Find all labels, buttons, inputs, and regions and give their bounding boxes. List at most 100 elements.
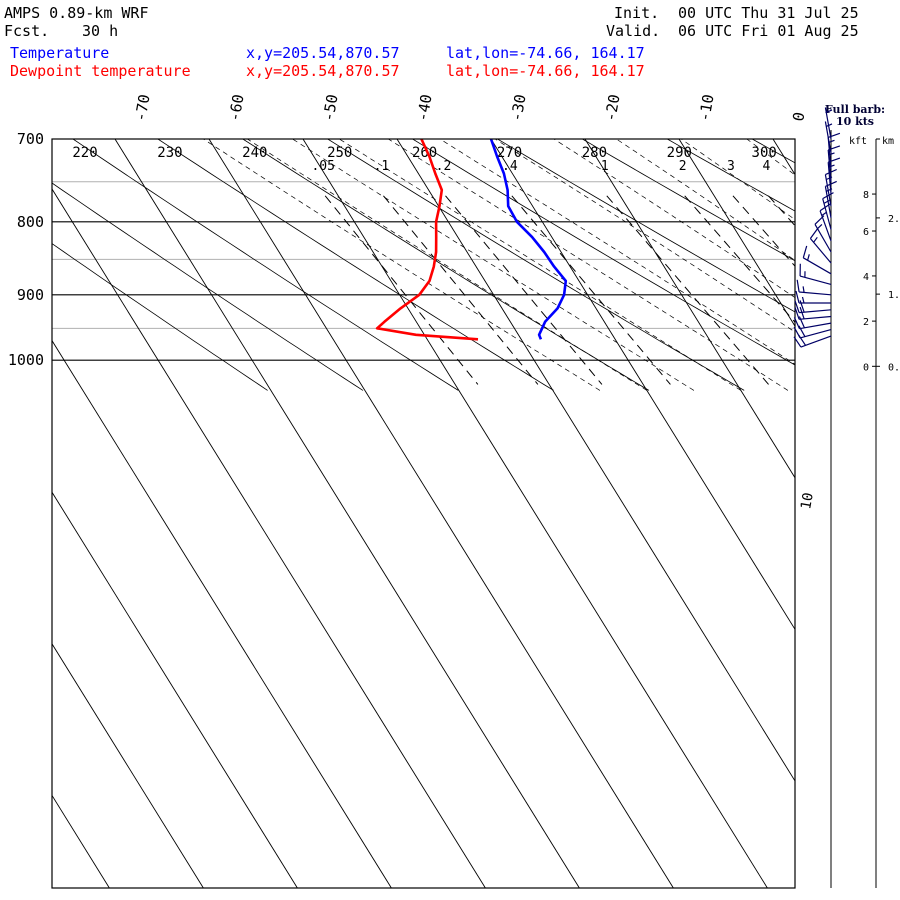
moist-adiabat-line — [800, 130, 900, 390]
dry-adiabat-line — [666, 139, 795, 212]
wind-barb — [793, 316, 832, 330]
km-axis-label: km — [882, 136, 894, 147]
isotherm-line — [52, 188, 486, 888]
isobar-label: 1000 — [8, 351, 44, 369]
wind-barb — [795, 290, 831, 304]
dry-adiabat-line — [72, 139, 459, 391]
mixing-ratio-line — [324, 195, 479, 385]
isotherm-line — [52, 491, 298, 888]
mixing-ratio-line — [684, 195, 795, 324]
legend-dewpoint-latlon: lat,lon=-74.66, 164.17 — [446, 62, 645, 80]
isotherm-label: -20 — [601, 93, 623, 123]
wind-barb — [822, 192, 834, 230]
dry-adiabat-label: 240 — [242, 145, 267, 161]
mixing-ratio-label: .4 — [502, 159, 518, 174]
dry-adiabat-line — [157, 139, 554, 391]
dry-adiabat-label: 300 — [752, 145, 777, 161]
mixing-ratio-label: 2 — [679, 159, 687, 174]
init-value: 00 UTC Thu 31 Jul 25 — [678, 4, 859, 22]
moist-adiabat-line — [291, 139, 695, 391]
isotherm-line — [490, 139, 795, 631]
moist-adiabat-line — [615, 139, 795, 261]
dry-adiabat-label: 220 — [72, 145, 97, 161]
isotherm-line — [678, 139, 795, 327]
wind-legend-title: Full barb: — [825, 103, 885, 116]
moist-adiabat-line — [439, 139, 795, 365]
plot-frame — [51, 138, 796, 889]
dry-adiabat-label: 280 — [582, 145, 607, 161]
fcst-label: Fcst. — [4, 22, 50, 40]
isotherm-line — [584, 139, 795, 479]
mixing-ratio-label: 4 — [763, 159, 771, 174]
isotherm-line — [867, 139, 900, 888]
temperature-profile-line — [489, 139, 568, 340]
mixing-ratio-label: 1 — [601, 159, 609, 174]
kft-tick-label: 6 — [863, 227, 869, 238]
model-title: AMPS 0.89-km WRF — [4, 4, 149, 22]
isotherm-label: -10 — [695, 93, 717, 123]
wind-barb — [819, 203, 832, 242]
mixing-ratio-label: .05 — [311, 159, 334, 174]
legend-temperature-label: Temperature — [10, 44, 110, 62]
moist-adiabat-line — [680, 139, 795, 221]
wind-barb — [794, 306, 832, 320]
isotherm-line — [302, 139, 768, 888]
dry-adiabat-label: 230 — [157, 145, 182, 161]
dry-adiabat-line — [52, 182, 364, 391]
moist-adiabat-line — [553, 139, 795, 299]
valid-value: 06 UTC Fri 01 Aug 25 — [678, 22, 859, 40]
dry-adiabat-line — [242, 139, 650, 391]
init-label: Init. — [614, 4, 660, 22]
isotherm-label: -60 — [225, 93, 247, 123]
isotherm-label: -70 — [131, 93, 153, 123]
legend-temperature-latlon: lat,lon=-74.66, 164.17 — [446, 44, 645, 62]
isobar-label: 800 — [17, 213, 44, 231]
moist-adiabat-line — [494, 139, 795, 333]
kft-tick-label: 4 — [863, 272, 869, 283]
wind-barb — [796, 279, 832, 296]
mixing-ratio-label: 6 — [814, 159, 822, 174]
moist-adiabat-line — [202, 139, 601, 391]
fcst-value: 30 h — [82, 22, 119, 40]
moist-adiabat-line — [387, 139, 789, 391]
isotherm-label: -50 — [319, 93, 341, 123]
moist-adiabat-label: 10 — [798, 491, 817, 510]
isotherm-line — [114, 139, 580, 888]
kft-tick-label: 2 — [863, 317, 869, 328]
wind-barb — [794, 300, 832, 314]
wind-barb — [824, 107, 833, 140]
wind-barb — [824, 180, 837, 219]
isobar-label: 700 — [17, 130, 44, 148]
isotherm-line — [396, 139, 795, 782]
isotherm-label: 0 — [789, 111, 808, 123]
legend-dewpoint-xy: x,y=205.54,870.57 — [246, 62, 400, 80]
dry-adiabat-label: 290 — [667, 145, 692, 161]
moist-adiabat-line — [746, 139, 795, 176]
kft-axis-label: kft — [849, 136, 867, 147]
wind-legend-subtitle: 10 kts — [836, 115, 874, 128]
mixing-ratio-line — [732, 195, 795, 267]
moist-adiabat-line — [338, 139, 742, 391]
dry-adiabat-line — [496, 139, 795, 313]
isotherm-line — [52, 794, 110, 888]
isotherm-line — [52, 642, 204, 888]
wind-barb — [802, 245, 832, 275]
dry-adiabat-label: 250 — [327, 145, 352, 161]
valid-label: Valid. — [606, 22, 661, 40]
moist-adiabat-line — [246, 139, 648, 391]
kft-tick-label: 0 — [863, 362, 869, 373]
dry-adiabat-line — [751, 139, 795, 164]
dry-adiabat-label: 270 — [497, 145, 522, 161]
mixing-ratio-label: .1 — [374, 159, 390, 174]
kft-tick-label: 8 — [863, 190, 869, 201]
mixing-ratio-line — [768, 195, 795, 227]
dry-adiabat-line — [821, 130, 900, 390]
mixing-ratio-line — [606, 195, 769, 385]
isotherm-line — [0, 139, 15, 888]
isotherm-line — [52, 339, 392, 888]
legend-dewpoint-label: Dewpoint temperature — [10, 62, 191, 80]
legend-temperature-xy: x,y=205.54,870.57 — [246, 44, 400, 62]
dewpoint-profile-line — [375, 139, 479, 341]
mixing-ratio-line — [383, 195, 539, 385]
isobar-label: 900 — [17, 286, 44, 304]
